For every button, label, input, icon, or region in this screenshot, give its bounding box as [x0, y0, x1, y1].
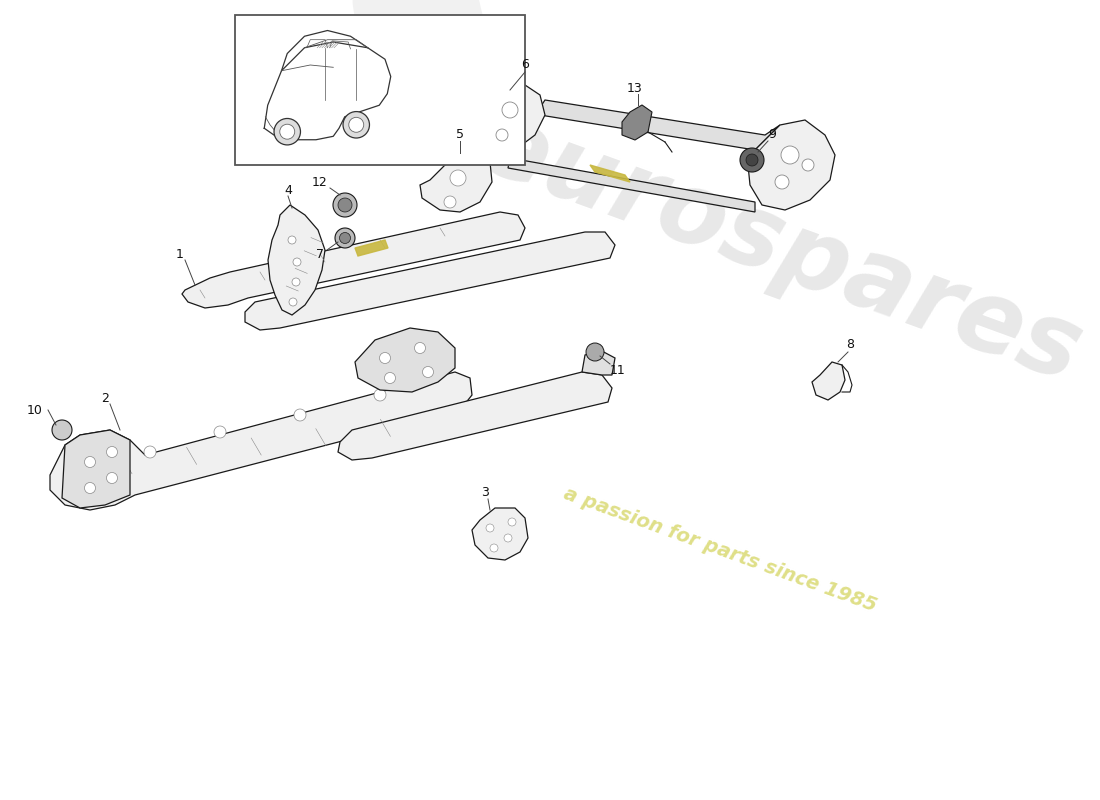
Polygon shape [50, 372, 472, 510]
Polygon shape [355, 328, 455, 392]
Polygon shape [62, 430, 130, 508]
Circle shape [444, 196, 456, 208]
Circle shape [144, 446, 156, 458]
Circle shape [84, 466, 96, 478]
Circle shape [450, 170, 466, 186]
Polygon shape [590, 165, 630, 182]
Circle shape [292, 278, 300, 286]
Circle shape [496, 129, 508, 141]
Text: 8: 8 [846, 338, 854, 351]
Text: a passion for parts since 1985: a passion for parts since 1985 [561, 484, 879, 616]
Circle shape [274, 118, 300, 145]
Polygon shape [420, 150, 492, 212]
Text: 10: 10 [28, 403, 43, 417]
Text: eurospares: eurospares [466, 96, 1093, 404]
Circle shape [349, 118, 364, 132]
Circle shape [333, 193, 358, 217]
Polygon shape [472, 508, 528, 560]
Circle shape [343, 111, 370, 138]
Text: 2: 2 [101, 391, 109, 405]
Circle shape [502, 102, 518, 118]
Polygon shape [355, 240, 388, 256]
Circle shape [586, 343, 604, 361]
FancyBboxPatch shape [235, 15, 525, 165]
Circle shape [776, 175, 789, 189]
Circle shape [52, 420, 72, 440]
Circle shape [802, 159, 814, 171]
Circle shape [336, 228, 355, 248]
Text: 6: 6 [521, 58, 529, 71]
Circle shape [746, 154, 758, 166]
Circle shape [508, 518, 516, 526]
Polygon shape [338, 372, 612, 460]
Polygon shape [245, 232, 615, 330]
Text: 9: 9 [768, 129, 776, 142]
Polygon shape [535, 100, 780, 150]
Text: 3: 3 [481, 486, 488, 498]
Circle shape [85, 457, 96, 467]
Text: 5: 5 [456, 129, 464, 142]
Text: 4: 4 [284, 183, 292, 197]
Polygon shape [472, 85, 544, 155]
Circle shape [214, 426, 225, 438]
Circle shape [385, 373, 396, 383]
Polygon shape [182, 212, 525, 308]
Circle shape [293, 258, 301, 266]
Circle shape [740, 148, 764, 172]
Polygon shape [582, 350, 615, 375]
Text: 1: 1 [176, 249, 184, 262]
Circle shape [486, 524, 494, 532]
Circle shape [379, 353, 390, 363]
Polygon shape [268, 205, 324, 315]
Circle shape [289, 298, 297, 306]
Text: 12: 12 [312, 175, 328, 189]
Text: 11: 11 [610, 363, 626, 377]
Circle shape [85, 482, 96, 494]
Circle shape [294, 409, 306, 421]
Text: 13: 13 [627, 82, 642, 94]
Text: 7: 7 [316, 249, 324, 262]
Circle shape [279, 124, 295, 139]
Circle shape [504, 534, 512, 542]
Circle shape [415, 342, 426, 354]
Polygon shape [508, 158, 755, 212]
Polygon shape [748, 120, 835, 210]
Circle shape [338, 198, 352, 212]
Circle shape [374, 389, 386, 401]
Circle shape [107, 446, 118, 458]
Circle shape [781, 146, 799, 164]
Polygon shape [621, 105, 652, 140]
Polygon shape [812, 362, 845, 400]
Circle shape [490, 544, 498, 552]
Circle shape [107, 473, 118, 483]
Circle shape [288, 236, 296, 244]
Circle shape [340, 233, 351, 243]
Circle shape [422, 366, 433, 378]
